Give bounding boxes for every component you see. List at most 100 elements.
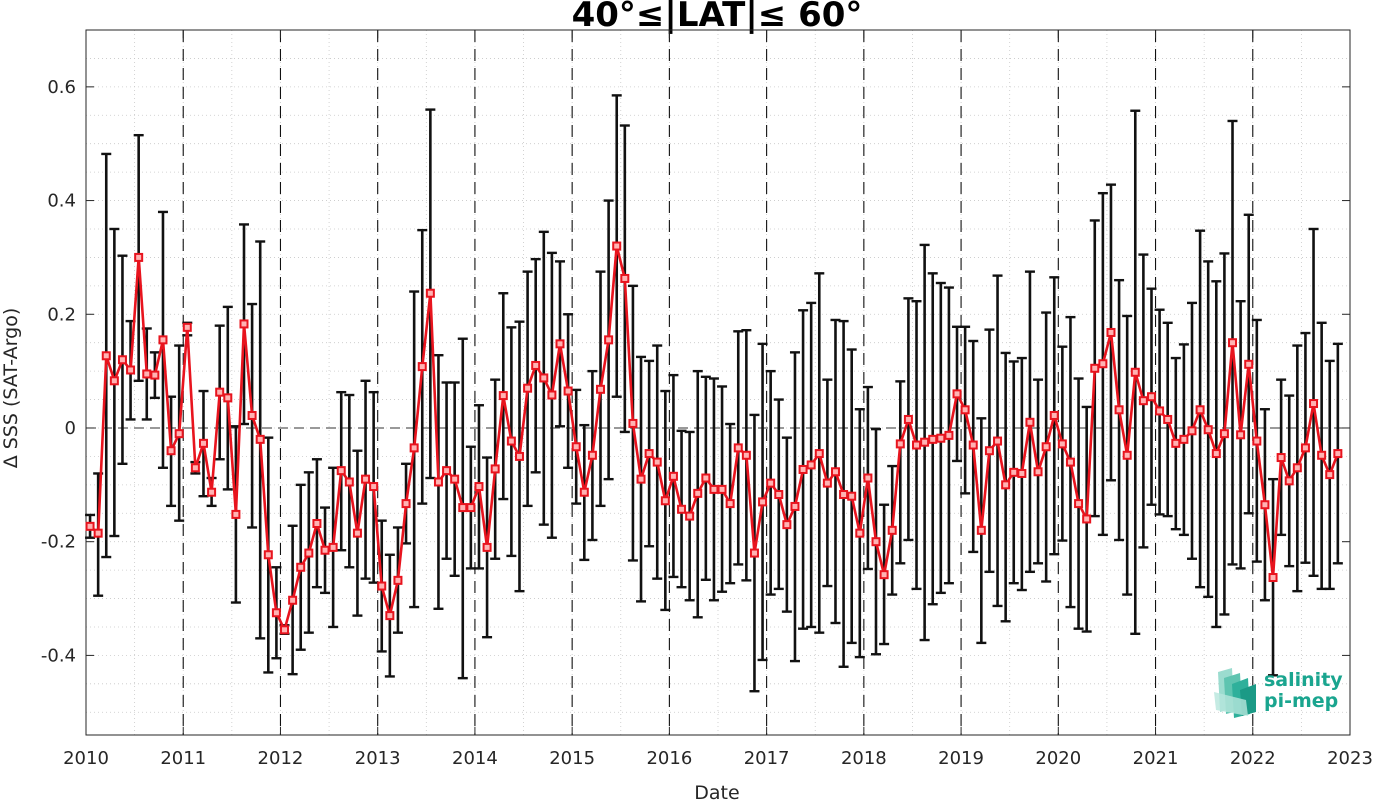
data-point-marker <box>1268 573 1278 583</box>
data-point-marker <box>1033 467 1043 477</box>
data-point-marker <box>1082 514 1092 524</box>
data-point-marker <box>636 474 646 484</box>
data-point-marker <box>871 537 881 547</box>
data-point-marker <box>101 351 111 361</box>
data-point-marker <box>182 322 192 332</box>
data-point-marker <box>207 487 217 497</box>
data-point-marker <box>879 570 889 580</box>
chart-title: 40°≤|LAT|≤ 60° <box>572 0 863 35</box>
data-point-marker <box>936 433 946 443</box>
data-point-marker <box>912 440 922 450</box>
data-point-marker <box>1236 430 1246 440</box>
x-tick-label: 2012 <box>258 748 304 769</box>
data-point-marker <box>660 496 670 506</box>
data-point-marker <box>806 460 816 470</box>
data-point-marker <box>1292 463 1302 473</box>
data-point-marker <box>1300 443 1310 453</box>
data-point-marker <box>215 387 225 397</box>
data-point-marker <box>1017 468 1027 478</box>
data-point-marker <box>814 449 824 459</box>
y-tick-label: -0.4 <box>41 645 76 666</box>
data-point-marker <box>1057 439 1067 449</box>
data-point-marker <box>1317 450 1327 460</box>
y-axis-label: Δ SSS (SAT-Argo) <box>0 308 22 468</box>
x-tick-label: 2014 <box>452 748 498 769</box>
data-point-marker <box>1065 457 1075 467</box>
data-point-marker <box>863 473 873 483</box>
data-point-marker <box>993 436 1003 446</box>
x-tick-label: 2019 <box>938 748 984 769</box>
data-point-marker <box>895 439 905 449</box>
data-point-marker <box>344 477 354 487</box>
data-point-marker <box>1244 359 1254 369</box>
data-point-marker <box>271 608 281 618</box>
data-point-marker <box>117 355 127 365</box>
x-tick-label: 2011 <box>160 748 206 769</box>
data-point-marker <box>928 434 938 444</box>
data-point-marker <box>320 545 330 555</box>
data-point-marker <box>247 410 257 420</box>
y-tick-label: 0.2 <box>47 304 76 325</box>
data-point-marker <box>1009 467 1019 477</box>
data-point-marker <box>1098 359 1108 369</box>
data-point-marker <box>142 369 152 379</box>
data-point-marker <box>174 429 184 439</box>
data-point-marker <box>782 520 792 530</box>
data-markers <box>85 241 1343 635</box>
data-point-marker <box>296 562 306 572</box>
data-point-marker <box>401 499 411 509</box>
data-point-marker <box>1114 405 1124 415</box>
data-point-marker <box>523 383 533 393</box>
data-point-marker <box>369 482 379 492</box>
data-point-marker <box>1211 449 1221 459</box>
data-point-marker <box>1260 500 1270 510</box>
data-point-marker <box>239 319 249 329</box>
data-point-marker <box>887 525 897 535</box>
data-point-marker <box>628 418 638 428</box>
data-point-marker <box>1187 426 1197 436</box>
x-tick-label: 2021 <box>1133 748 1179 769</box>
data-point-marker <box>158 335 168 345</box>
data-point-marker <box>587 450 597 460</box>
data-point-marker <box>231 509 241 519</box>
data-point-marker <box>677 504 687 514</box>
data-point-marker <box>612 241 622 251</box>
data-point-marker <box>393 575 403 585</box>
year-boundary-lines <box>182 30 1254 735</box>
salinity-pi-mep-logo: salinity pi-mep <box>1214 668 1343 718</box>
data-point-marker <box>976 525 986 535</box>
x-tick-label: 2016 <box>646 748 692 769</box>
data-point-marker <box>85 521 95 531</box>
data-point-marker <box>604 335 614 345</box>
data-point-marker <box>506 436 516 446</box>
data-point-marker <box>458 503 468 513</box>
data-point-marker <box>944 430 954 440</box>
data-point-marker <box>822 478 832 488</box>
data-point-marker <box>280 625 290 635</box>
data-point-marker <box>1179 434 1189 444</box>
data-point-marker <box>1276 453 1286 463</box>
data-point-marker <box>1074 499 1084 509</box>
data-point-marker <box>1203 425 1213 435</box>
data-point-marker <box>425 288 435 298</box>
data-point-marker <box>741 450 751 460</box>
data-point-marker <box>1138 396 1148 406</box>
data-point-marker <box>652 457 662 467</box>
data-point-marker <box>417 362 427 372</box>
data-point-marker <box>126 365 136 375</box>
data-point-marker <box>514 451 524 461</box>
y-tick-label: -0.2 <box>41 532 76 553</box>
data-point-marker <box>1219 429 1229 439</box>
data-point-marker <box>474 482 484 492</box>
data-point-marker <box>968 440 978 450</box>
x-tick-label: 2017 <box>744 748 790 769</box>
data-point-marker <box>263 550 273 560</box>
data-point-marker <box>1309 399 1319 409</box>
data-point-marker <box>839 490 849 500</box>
data-point-marker <box>709 484 719 494</box>
data-point-marker <box>847 491 857 501</box>
data-point-marker <box>644 449 654 459</box>
x-tick-label: 2022 <box>1230 748 1276 769</box>
data-point-marker <box>1171 438 1181 448</box>
data-point-marker <box>539 373 549 383</box>
